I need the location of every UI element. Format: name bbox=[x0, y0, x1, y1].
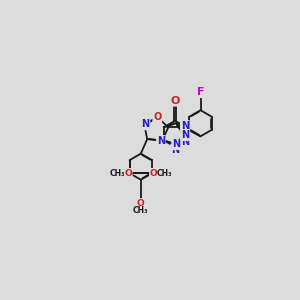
Text: CH₃: CH₃ bbox=[109, 169, 125, 178]
Text: O: O bbox=[153, 112, 161, 122]
Text: N: N bbox=[141, 119, 149, 130]
Text: O: O bbox=[150, 169, 158, 178]
Text: N: N bbox=[181, 121, 189, 131]
Text: CH₃: CH₃ bbox=[133, 206, 148, 215]
Text: N: N bbox=[171, 145, 179, 155]
Text: N: N bbox=[157, 136, 165, 146]
Text: N: N bbox=[181, 137, 189, 147]
Text: O: O bbox=[124, 169, 132, 178]
Text: O: O bbox=[170, 96, 180, 106]
Text: N: N bbox=[181, 130, 189, 140]
Text: O: O bbox=[137, 199, 145, 208]
Text: F: F bbox=[197, 87, 204, 97]
Text: N: N bbox=[172, 140, 180, 149]
Text: CH₃: CH₃ bbox=[157, 169, 172, 178]
